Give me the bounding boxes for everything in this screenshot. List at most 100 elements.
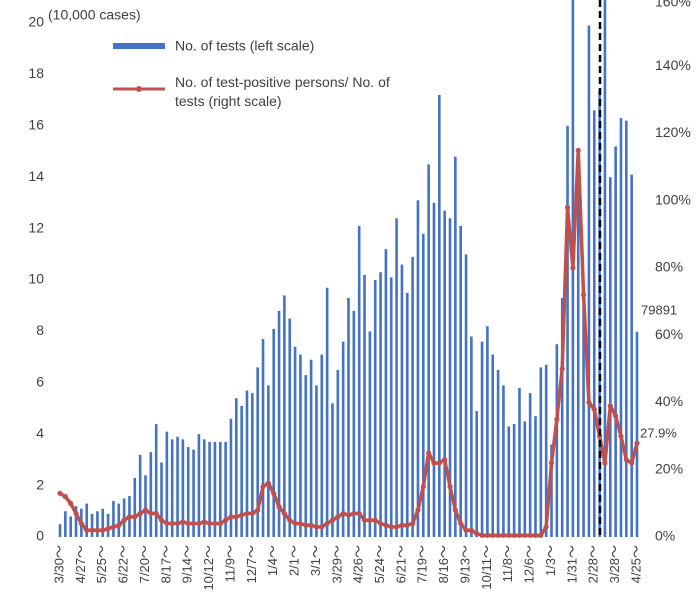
line-marker (281, 510, 287, 517)
line-marker (356, 510, 362, 517)
bar (512, 423, 516, 537)
line-marker (73, 510, 79, 517)
line-marker (303, 522, 309, 528)
x-tick-label: 3/29～ (329, 545, 344, 583)
line-marker (110, 524, 117, 530)
line-marker (575, 147, 581, 153)
x-tick-label: 12/7～ (244, 545, 259, 583)
bar (405, 292, 409, 537)
line-marker (452, 507, 458, 513)
line-marker (57, 490, 63, 496)
bar (625, 120, 628, 537)
bar (411, 256, 414, 537)
bar (256, 367, 259, 537)
bar (138, 454, 142, 537)
bar (336, 369, 340, 537)
line-marker (516, 532, 523, 538)
line-marker (538, 532, 544, 538)
bar (277, 310, 281, 537)
line-marker (377, 520, 384, 527)
line-marker (89, 527, 95, 533)
bar (523, 421, 527, 537)
x-tick-label: 4/26～ (351, 545, 366, 583)
line-marker (554, 416, 560, 422)
line-marker (169, 520, 175, 527)
y2-tick-label: 100% (655, 191, 691, 207)
line-marker (351, 510, 357, 517)
line-marker (361, 517, 368, 523)
bar (202, 439, 206, 537)
line-marker (500, 532, 507, 538)
bar (112, 501, 115, 537)
x-tick-label: 1/4～ (265, 545, 280, 576)
x-tick-label: 5/24～ (372, 545, 387, 583)
x-tick-label: 3/1～ (308, 545, 323, 576)
bar (357, 226, 361, 537)
line-marker (564, 204, 571, 211)
y-tick-label: 4 (36, 425, 44, 441)
line-marker (78, 520, 84, 527)
line-marker (297, 520, 304, 527)
line-marker (324, 520, 330, 527)
bar (58, 524, 62, 537)
bar (235, 398, 238, 537)
line-marker (415, 507, 421, 513)
bar (154, 423, 158, 537)
bar (630, 174, 633, 537)
bar (459, 226, 462, 537)
line-marker (623, 457, 629, 463)
plot: 0 2 4 6 8 10 12 14 16 18 20 0% 20% 40% 60% 80% 100% 120% 1… (28, 0, 691, 591)
bar (165, 431, 169, 537)
bar (582, 305, 585, 537)
unit-label: (10,000 cases) (48, 7, 141, 23)
x-tick-label: 9/14～ (180, 545, 195, 583)
bar (443, 210, 446, 538)
y2-tick-label: 20% (655, 460, 683, 476)
x-tick-label: 3/28～ (607, 545, 622, 583)
bar (421, 233, 425, 538)
bar (507, 426, 511, 537)
bar (272, 328, 276, 537)
x-tick-label: 11/8～ (500, 545, 515, 582)
bar (299, 354, 302, 537)
x-tick-label: 5/25～ (94, 545, 109, 583)
y-tick-label: 18 (28, 65, 44, 81)
bar (176, 436, 179, 537)
x-tick-label: 1/31～ (564, 545, 579, 583)
bar (267, 385, 270, 537)
bar (373, 280, 377, 537)
bar (486, 326, 489, 537)
x-tick-label: 6/21～ (393, 545, 408, 583)
line-marker (244, 510, 250, 517)
line-marker (148, 510, 154, 517)
line-marker (84, 527, 90, 533)
line-marker (223, 517, 229, 523)
bar (534, 416, 537, 537)
bar (368, 331, 372, 537)
line-marker (548, 460, 555, 466)
line-marker (463, 527, 469, 533)
x-tick-label: 6/22～ (116, 545, 131, 583)
line-marker (287, 517, 293, 523)
x-tick-label: 7/20～ (137, 545, 152, 583)
bar (352, 310, 356, 537)
bar (566, 125, 569, 538)
line-marker (436, 460, 442, 466)
line-marker (586, 399, 592, 406)
x-tick-label: 7/19～ (415, 545, 430, 583)
bar (192, 449, 195, 537)
bar (288, 318, 292, 537)
line-marker (153, 510, 159, 517)
bar (283, 295, 286, 537)
line-marker (68, 500, 74, 506)
line-marker (164, 520, 170, 527)
bar (576, 184, 580, 537)
line-marker (271, 490, 277, 496)
line-marker (479, 532, 485, 538)
x-tick-label: 11/9～ (222, 545, 237, 582)
line-marker (260, 483, 266, 490)
bar (181, 439, 185, 537)
line-marker (116, 522, 122, 528)
line-marker (484, 532, 491, 538)
